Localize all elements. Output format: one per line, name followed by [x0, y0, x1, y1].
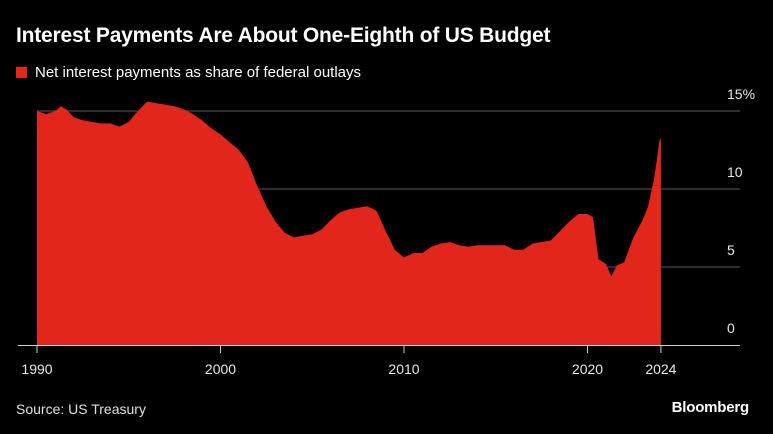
x-tick-label: 2024	[645, 361, 676, 377]
legend: Net interest payments as share of federa…	[16, 64, 361, 81]
interest-area-series	[37, 101, 661, 345]
y-tick-label: 15%	[727, 86, 755, 102]
legend-label: Net interest payments as share of federa…	[35, 64, 362, 81]
x-tick-label: 2010	[388, 361, 419, 377]
x-tick-label: 2000	[205, 361, 236, 377]
chart-title: Interest Payments Are About One-Eighth o…	[16, 24, 551, 47]
x-tick-label: 2020	[572, 361, 603, 377]
legend-swatch	[16, 67, 27, 78]
bloomberg-logo: Bloomberg	[671, 399, 750, 416]
y-tick-label: 10	[727, 164, 743, 180]
source-note: Source: US Treasury	[16, 401, 146, 417]
axes: 15% 10 5 0 1990 2000 2010 2020 2024	[18, 86, 755, 377]
x-tick-label: 1990	[21, 361, 52, 377]
y-tick-label: 5	[727, 242, 735, 258]
y-tick-label: 0	[727, 320, 735, 336]
